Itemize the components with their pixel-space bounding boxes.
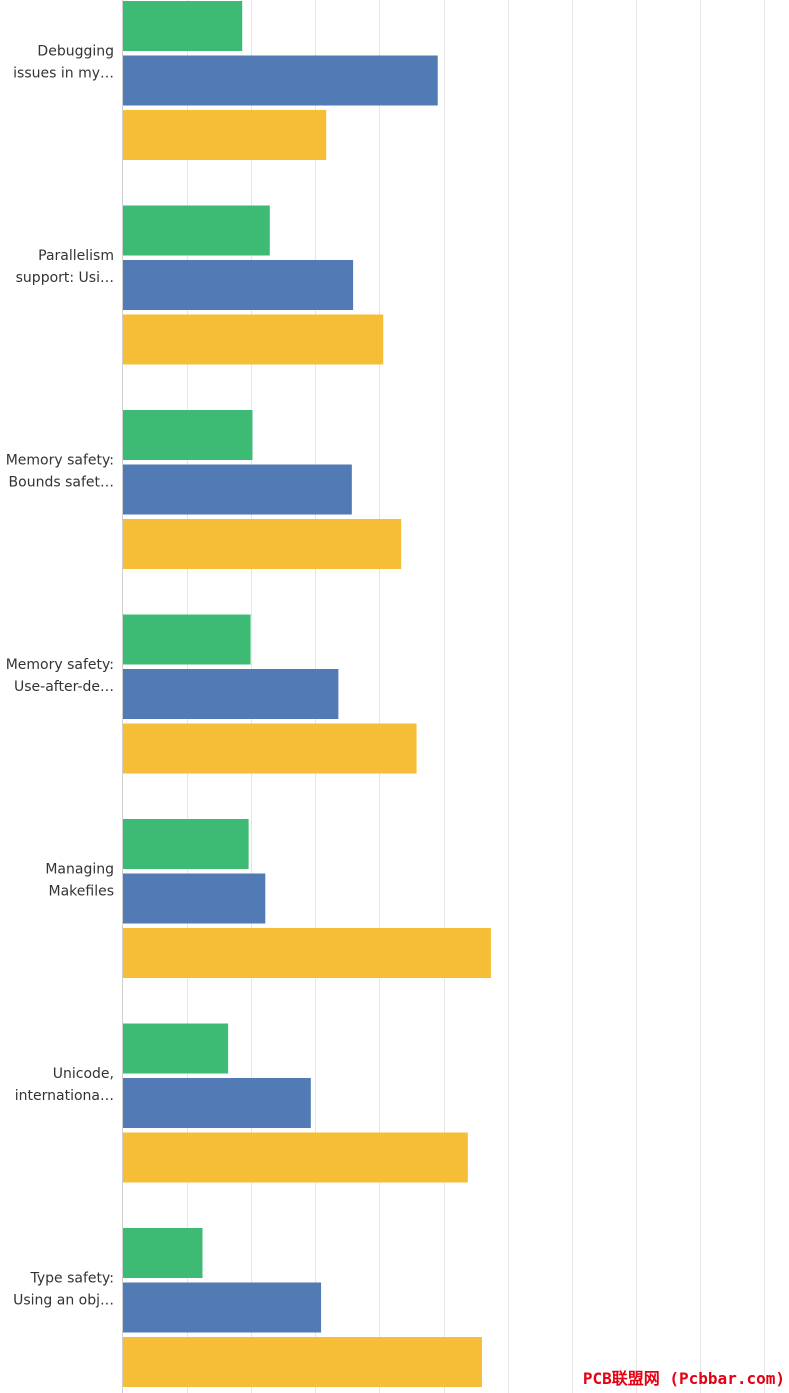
bar [123,873,266,924]
category-label: Managing Makefiles [45,862,114,900]
category-label: Parallelism support: Usi… [16,248,114,286]
category-label-line: Type safety: [30,1271,115,1287]
category-label: Memory safety: Use-after-de… [6,657,114,695]
category-label-line: Memory safety: [6,657,114,673]
bar [123,1337,482,1387]
bar [123,1078,311,1128]
bar [123,55,438,106]
bar [123,519,402,569]
bar [123,1282,322,1333]
category-label-line: Using an obj… [13,1293,114,1309]
category-label-line: Managing [45,862,114,878]
bar [123,928,491,978]
category-label-line: Debugging [37,44,114,60]
bar [123,819,249,869]
bar [123,314,384,365]
category-label: Memory safety: Bounds safet… [6,453,114,491]
category-label-line: issues in my… [13,66,114,82]
bar [123,205,270,256]
category-label-line: Bounds safet… [9,475,114,491]
bar [123,110,327,160]
bar [123,410,253,460]
category-label-line: internationa… [15,1088,114,1104]
category-label-line: Parallelism [38,248,114,264]
bar [123,1023,229,1074]
category-label-line: Memory safety: [6,453,114,469]
bar [123,1,243,51]
category-label: Debugging issues in my… [13,44,114,82]
bar [123,669,339,719]
bar [123,464,352,515]
category-label-line: support: Usi… [16,270,114,286]
bar [123,1132,468,1183]
watermark-text: PCB联盟网 (Pcbbar.com) [582,1369,785,1388]
category-label: Unicode, internationa… [15,1066,114,1104]
category-label-line: Use-after-de… [14,679,114,695]
bar [123,723,417,774]
category-label-line: Makefiles [49,884,115,900]
category-label-line: Unicode, [53,1066,114,1082]
category-label: Type safety: Using an obj… [13,1271,114,1309]
bar [123,260,354,310]
bar [123,1228,203,1278]
bar [123,614,251,665]
